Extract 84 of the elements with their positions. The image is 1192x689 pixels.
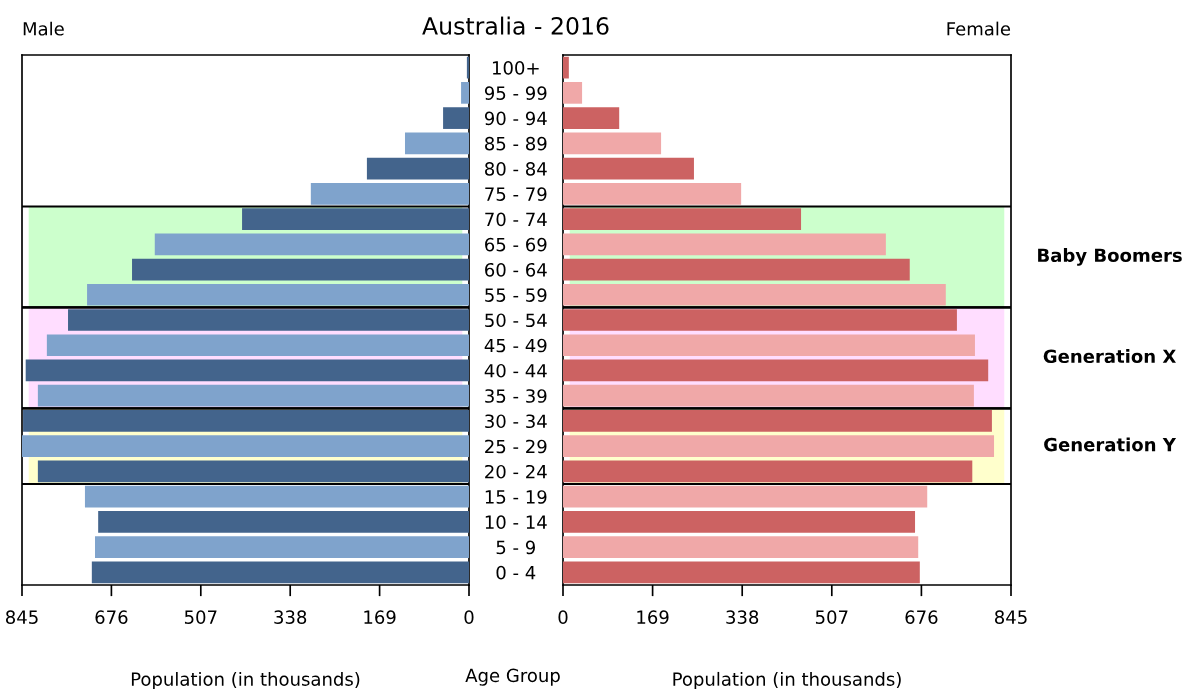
- bar: [37, 460, 469, 483]
- x-tick-label: 507: [184, 610, 217, 624]
- x-tick-label: 0: [464, 610, 474, 624]
- bar: [466, 56, 469, 79]
- y-tick-label: 100+: [492, 61, 539, 75]
- bar: [563, 258, 910, 281]
- band-label: Generation X: [1043, 349, 1176, 364]
- bar: [563, 334, 975, 357]
- x-tick-label: 338: [274, 610, 307, 624]
- bar: [242, 208, 469, 230]
- x-tick-label: 845: [994, 610, 1027, 624]
- bar: [563, 82, 583, 104]
- bar: [563, 233, 886, 256]
- chart-title: Australia - 2016: [422, 16, 609, 35]
- bar: [563, 384, 974, 407]
- y-tick-label: 75 - 79: [485, 187, 547, 201]
- y-tick-label: 95 - 99: [484, 86, 547, 100]
- bar: [84, 485, 469, 508]
- x-axis-title: Population (in thousands): [131, 671, 360, 689]
- bar: [563, 132, 662, 155]
- y-tick-label: 65 - 69: [485, 237, 547, 252]
- band-label: Baby Boomers: [1038, 248, 1182, 266]
- bar: [132, 258, 469, 281]
- x-tick-label: 507: [815, 610, 848, 624]
- y-tick-label: 10 - 14: [485, 515, 547, 530]
- bar: [98, 511, 469, 533]
- x-tick-label: 169: [637, 610, 669, 624]
- y-tick-label: 35 - 39: [485, 389, 547, 403]
- y-tick-label: 70 - 74: [485, 212, 547, 227]
- bar: [563, 56, 569, 79]
- x-tick-label: 169: [364, 610, 396, 624]
- bar: [563, 435, 995, 458]
- bar: [563, 460, 973, 483]
- bar: [563, 536, 919, 558]
- y-tick-label: 0 - 4: [496, 565, 536, 580]
- y-tick-label: 15 - 19: [485, 490, 547, 504]
- bar: [563, 157, 694, 180]
- bar: [563, 309, 957, 331]
- band-label: Generation Y: [1044, 437, 1177, 452]
- bar: [563, 511, 916, 533]
- bar: [563, 410, 992, 432]
- bar: [563, 561, 920, 584]
- bar: [563, 107, 620, 129]
- y-tick-label: 25 - 29: [485, 439, 547, 454]
- bar: [366, 157, 469, 180]
- x-tick-label: 676: [905, 610, 938, 624]
- bar: [563, 283, 946, 306]
- bar: [25, 359, 469, 382]
- y-tick-label: 30 - 34: [485, 414, 547, 429]
- bar: [443, 107, 469, 129]
- bar: [563, 182, 742, 205]
- y-tick-label: 85 - 89: [485, 136, 547, 151]
- x-tick-label: 338: [726, 610, 759, 624]
- y-tick-label: 5 - 9: [496, 540, 535, 555]
- x-tick-label: 676: [95, 610, 128, 624]
- x-tick-label: 845: [5, 610, 38, 624]
- y-tick-label: 50 - 54: [485, 313, 547, 328]
- bar: [154, 233, 469, 256]
- bar: [87, 283, 469, 306]
- y-tick-label: 40 - 44: [484, 363, 547, 378]
- y-tick-label: 55 - 59: [485, 288, 547, 302]
- bar: [563, 485, 928, 508]
- y-tick-label: 20 - 24: [485, 464, 547, 479]
- x-tick-label: 0: [558, 610, 568, 624]
- bar: [68, 309, 469, 331]
- y-tick-label: 60 - 64: [485, 262, 547, 277]
- bar: [91, 561, 469, 584]
- chart-subtitle: Male: [23, 21, 64, 36]
- bar: [22, 435, 469, 458]
- x-axis-title: Population (in thousands): [673, 671, 901, 689]
- bar: [310, 182, 469, 205]
- bar: [95, 536, 469, 558]
- bar: [37, 384, 469, 407]
- bar: [404, 132, 469, 155]
- bar: [563, 208, 802, 230]
- bar: [563, 359, 989, 382]
- chart-subtitle: Female: [947, 21, 1011, 36]
- y-tick-label: 80 - 84: [485, 162, 547, 176]
- y-tick-label: 45 - 49: [484, 338, 547, 353]
- bar: [461, 82, 469, 104]
- bar: [23, 410, 469, 432]
- text: Age Group: [465, 668, 560, 686]
- y-tick-label: 90 - 94: [484, 111, 547, 126]
- bar: [46, 334, 469, 357]
